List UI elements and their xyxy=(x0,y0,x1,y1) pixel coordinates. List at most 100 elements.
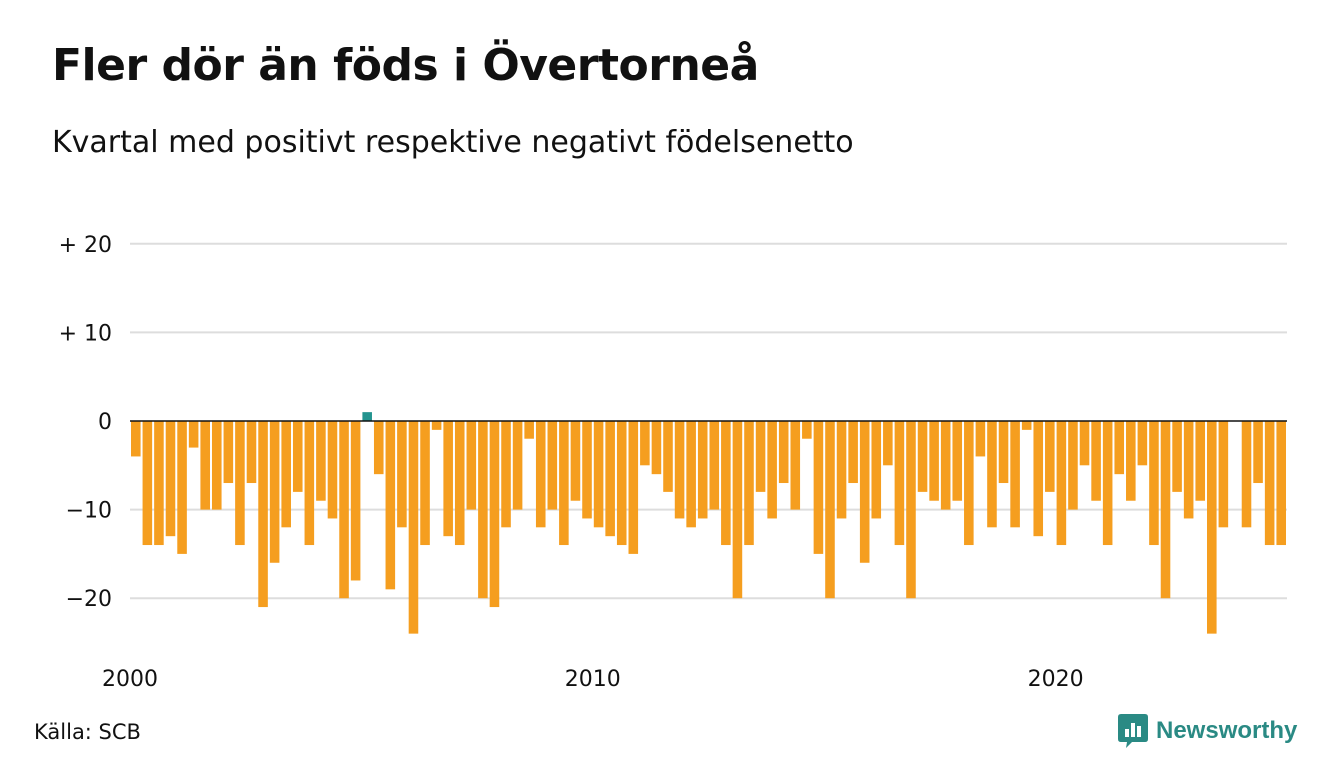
bar-negative xyxy=(501,421,511,528)
bar-negative xyxy=(397,421,407,528)
bar-negative xyxy=(640,421,650,466)
bar-negative xyxy=(316,421,326,501)
bar-negative xyxy=(929,421,939,501)
bar-negative xyxy=(1253,421,1263,484)
bar-chart: + 20 + 10 0 −10 −20 2000 2010 2020 xyxy=(59,233,1287,692)
bar-negative xyxy=(998,421,1009,484)
bar-positive xyxy=(362,412,372,421)
bar-negative xyxy=(1056,421,1067,546)
bar-negative xyxy=(593,421,604,528)
bar-negative xyxy=(697,421,708,519)
bar-negative xyxy=(1126,421,1136,501)
bar-negative xyxy=(142,421,153,546)
x-tick-label: 2020 xyxy=(1028,667,1084,692)
bar-negative xyxy=(616,421,627,546)
bar-negative xyxy=(883,421,893,466)
bar-negative xyxy=(894,421,905,546)
bar-negative xyxy=(651,421,662,475)
bar-negative xyxy=(1276,421,1286,546)
bar-negative xyxy=(755,421,766,492)
bar-negative xyxy=(1068,421,1078,510)
y-tick-label: −10 xyxy=(66,499,112,524)
bar-negative xyxy=(524,421,534,439)
bar-negative xyxy=(1183,421,1194,519)
bar-negative xyxy=(859,421,870,563)
bar-negative xyxy=(269,421,280,563)
bar-negative xyxy=(1045,421,1055,492)
bar-negative xyxy=(1091,421,1101,501)
bar-negative xyxy=(200,421,210,510)
bar-negative xyxy=(1079,421,1090,466)
bar-negative xyxy=(431,421,442,430)
bar-negative xyxy=(1195,421,1206,501)
chart-subtitle: Kvartal med positivt respektive negativt… xyxy=(52,125,854,160)
bar-negative xyxy=(570,421,581,501)
bar-negative xyxy=(686,421,696,528)
bar-negative xyxy=(825,421,835,599)
bar-negative xyxy=(1264,421,1275,546)
bar-negative xyxy=(674,421,685,519)
bar-negative xyxy=(1033,421,1044,537)
brand-name: Newsworthy xyxy=(1156,717,1298,744)
y-tick-label: 0 xyxy=(98,410,112,435)
y-tick-label: + 10 xyxy=(59,321,112,346)
bar-negative xyxy=(732,421,743,599)
bar-negative xyxy=(327,421,338,519)
bar-negative xyxy=(802,421,812,439)
bar-negative xyxy=(848,421,858,484)
grid-lines xyxy=(130,242,1287,600)
bar-negative xyxy=(1137,421,1148,466)
bar-negative xyxy=(547,421,558,510)
y-axis-ticks: + 20 + 10 0 −10 −20 xyxy=(59,233,112,612)
bar-negative xyxy=(258,421,268,608)
bar-negative xyxy=(813,421,824,554)
bar-negative xyxy=(778,421,789,484)
x-tick-label: 2010 xyxy=(565,667,621,692)
bar-negative xyxy=(489,421,500,608)
bar-negative xyxy=(952,421,963,501)
bar-negative xyxy=(1021,421,1032,430)
bar-negative xyxy=(871,421,882,519)
bar-negative xyxy=(605,421,615,537)
bar-negative xyxy=(408,421,419,634)
bar-negative xyxy=(454,421,465,546)
bar-negative xyxy=(373,421,384,475)
source-note: Källa: SCB xyxy=(34,720,141,744)
bar-negative xyxy=(836,421,847,519)
bar-negative xyxy=(188,421,199,448)
bar-negative xyxy=(281,421,291,528)
bar-negative xyxy=(975,421,986,457)
bar-negative xyxy=(443,421,453,537)
bar-chart-logo-icon xyxy=(1118,714,1148,748)
bar-negative xyxy=(628,421,639,554)
bar-negative xyxy=(1207,421,1217,634)
bar-negative xyxy=(1172,421,1182,492)
bar-negative xyxy=(165,421,176,537)
bar-negative xyxy=(744,421,754,546)
x-axis-ticks: 2000 2010 2020 xyxy=(102,667,1084,692)
bar-negative xyxy=(154,421,164,546)
bar-negative xyxy=(1102,421,1113,546)
bar-negative xyxy=(246,421,257,484)
bar-negative xyxy=(211,421,222,510)
y-tick-label: −20 xyxy=(66,587,112,612)
bar-negative xyxy=(420,421,430,546)
bar-negative xyxy=(1010,421,1020,528)
bar-negative xyxy=(906,421,916,599)
bar-negative xyxy=(223,421,234,484)
chart-title: Fler dör än föds i Övertorneå xyxy=(52,40,759,91)
bars xyxy=(131,412,1286,634)
bar-negative xyxy=(940,421,951,510)
bar-negative xyxy=(339,421,349,599)
bar-negative xyxy=(663,421,673,492)
bar-negative xyxy=(721,421,731,546)
y-tick-label: + 20 xyxy=(59,233,112,258)
x-tick-label: 2000 xyxy=(102,667,158,692)
bar-negative xyxy=(1160,421,1171,599)
bar-negative xyxy=(987,421,997,528)
bar-negative xyxy=(582,421,592,519)
bar-negative xyxy=(292,421,303,492)
bar-negative xyxy=(350,421,361,581)
bar-negative xyxy=(790,421,801,510)
bar-negative xyxy=(177,421,187,554)
